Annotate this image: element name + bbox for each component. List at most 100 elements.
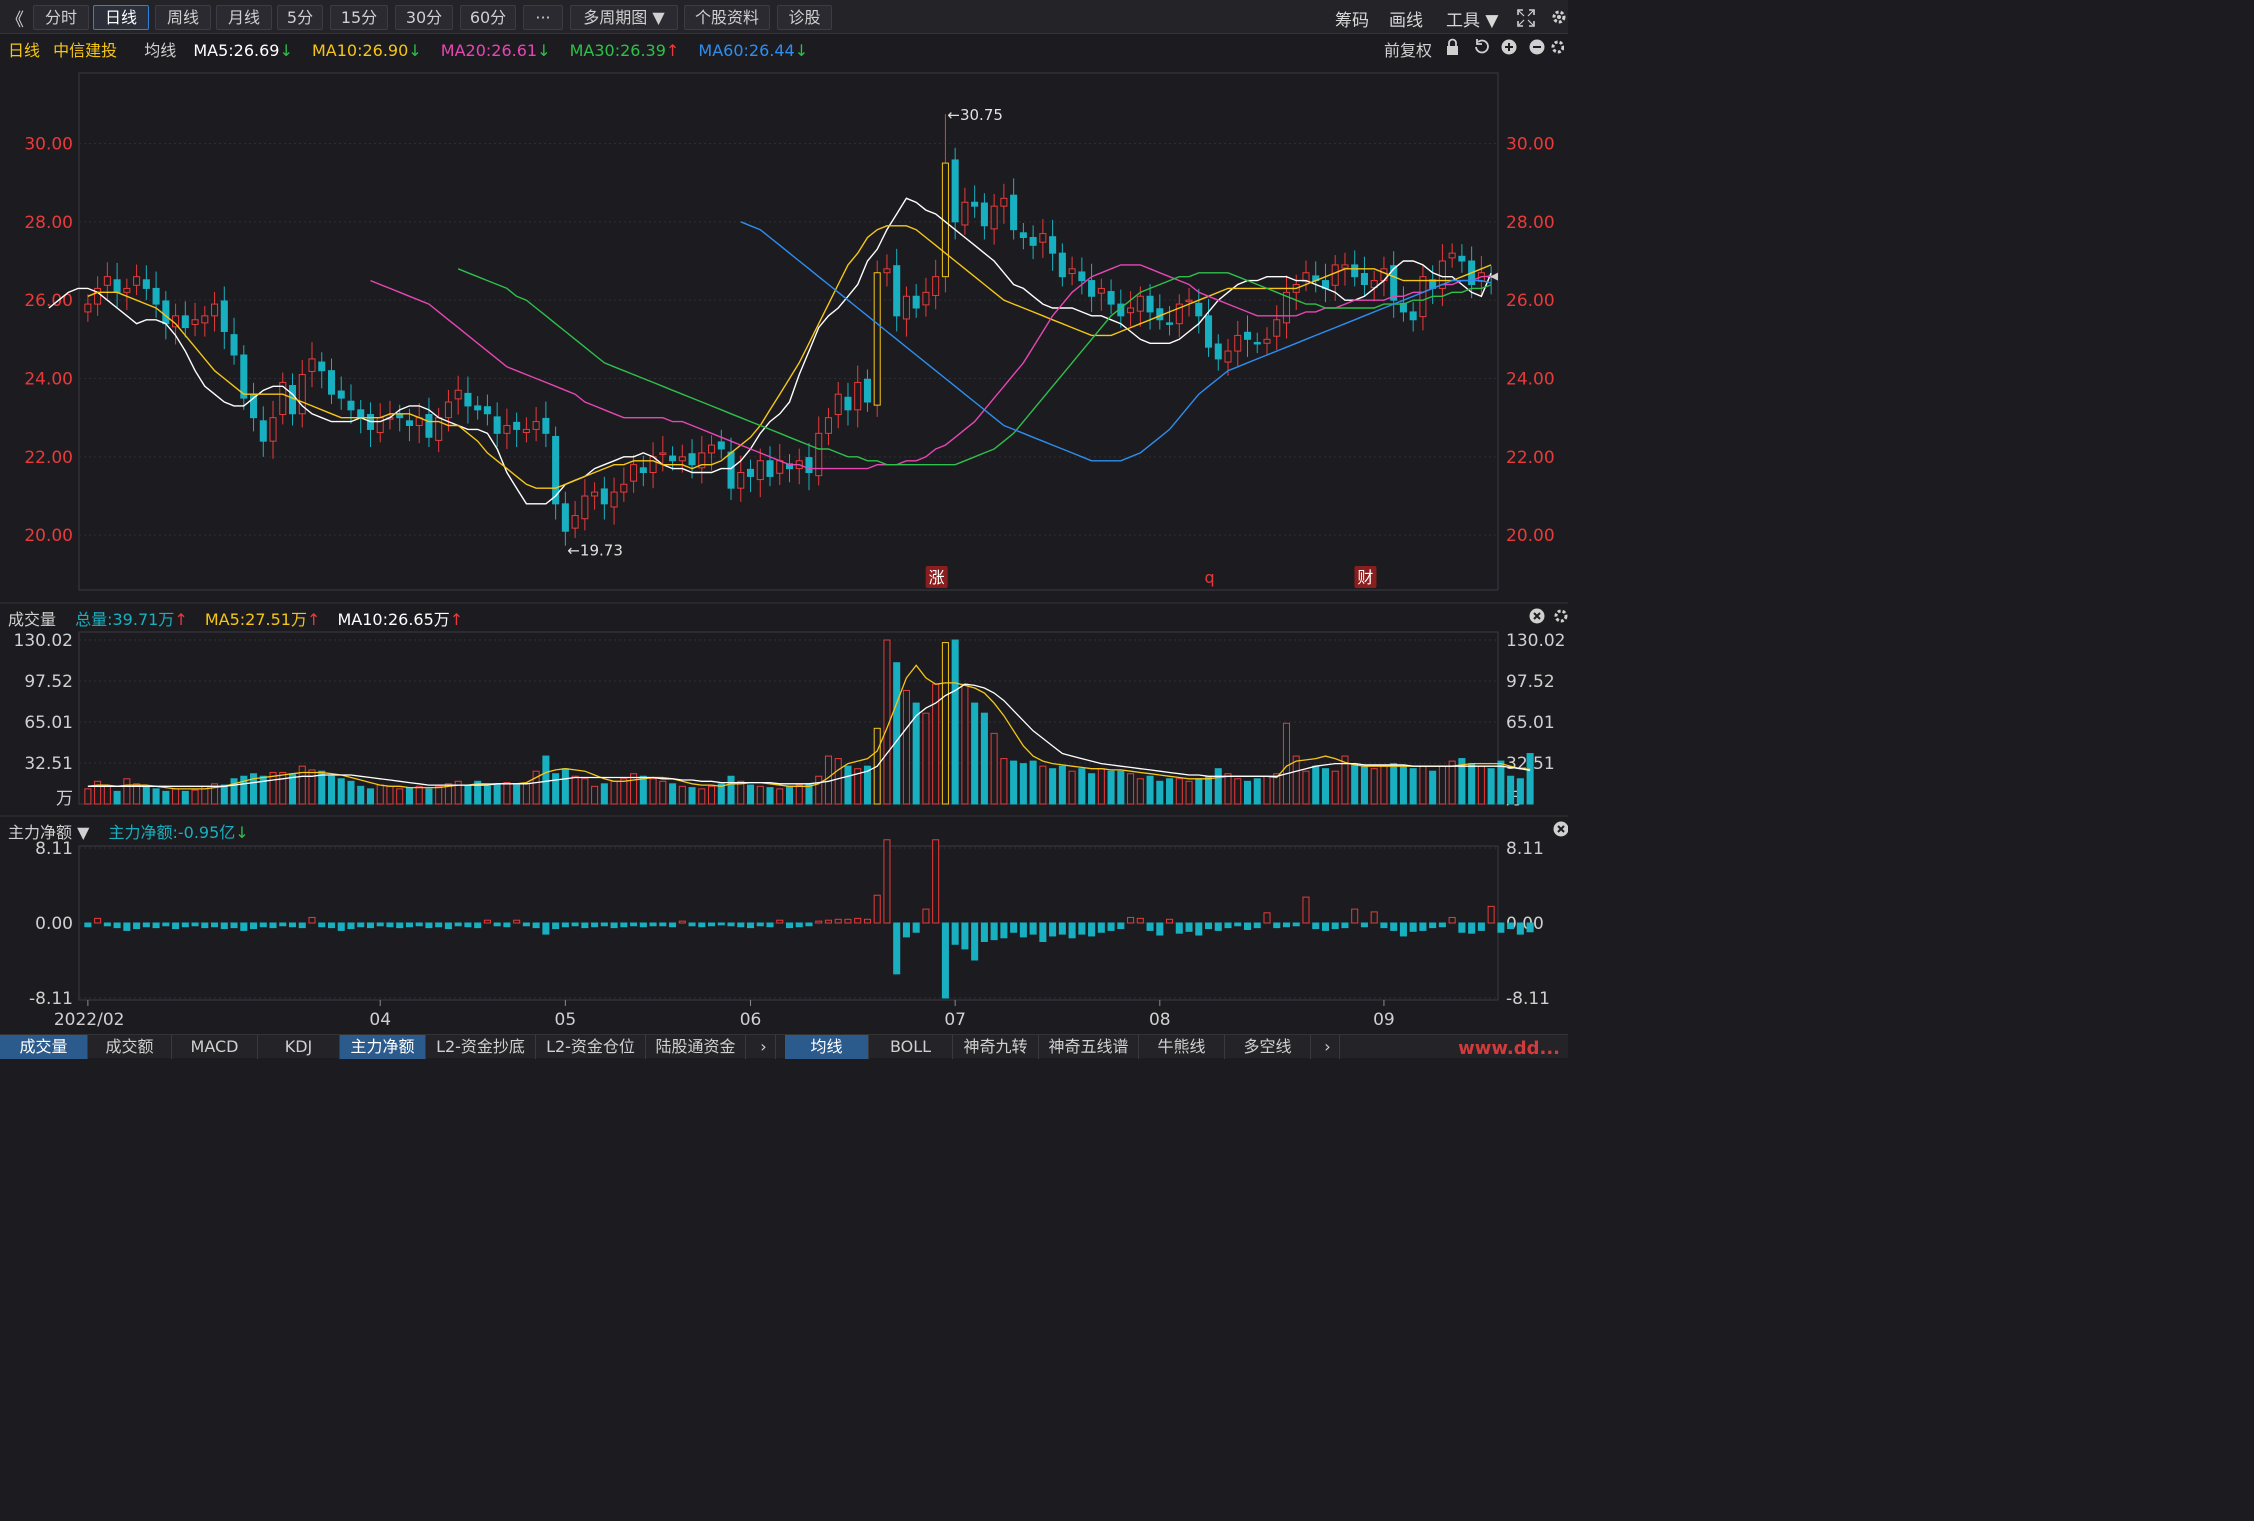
indicator-tab[interactable]: MACD	[172, 1035, 258, 1059]
flow-bar	[727, 922, 735, 927]
volume-y-tick: 65.01	[24, 713, 73, 733]
ma-label[interactable]: 均线	[144, 41, 177, 60]
gear-icon[interactable]	[1551, 40, 1564, 54]
volume-bar	[893, 662, 901, 805]
ma60-value: MA60:26.44	[698, 41, 795, 60]
indicator-tab[interactable]: L2-资金仓位	[536, 1035, 646, 1059]
indicator-tab[interactable]: 成交量	[0, 1035, 88, 1059]
lock-icon[interactable]	[1447, 38, 1458, 56]
indicator-tab[interactable]: 多空线	[1225, 1035, 1311, 1059]
volume-bar	[961, 683, 969, 805]
candle-body	[444, 401, 452, 419]
volume-bar	[493, 783, 501, 805]
volume-bar	[366, 788, 374, 805]
flow-bar	[425, 922, 433, 929]
y-tick-label: 26.00	[24, 291, 73, 311]
stock-chart[interactable]: 30.00 30.00 28.00 28.00 26.00 26.00 24.00 24.00…	[0, 0, 1568, 1034]
indicator-tab[interactable]: L2-资金抄底	[426, 1035, 536, 1059]
zoom-in-icon[interactable]	[1501, 39, 1517, 55]
toolbar-button[interactable]: 60分	[460, 5, 516, 30]
flow-bar	[863, 918, 871, 924]
volume-bar	[1010, 760, 1018, 805]
toolbar-button[interactable]: 多周期图 ▼	[570, 5, 678, 30]
flow-bar	[1273, 922, 1281, 929]
volume-bar	[610, 780, 618, 805]
volume-bar	[133, 783, 141, 805]
flow-bar	[444, 922, 452, 930]
toolbar-button[interactable]: ···	[523, 5, 563, 30]
close-icon[interactable]	[1553, 821, 1569, 837]
flow-bar	[152, 922, 160, 929]
expand-icon[interactable]	[1516, 8, 1536, 28]
flow-bar	[1049, 922, 1057, 937]
flow-bar	[1234, 922, 1242, 927]
toolbar-button[interactable]: 30分	[395, 5, 453, 30]
tools-dropdown[interactable]: 工具 ▼	[1446, 11, 1499, 31]
candle-body	[922, 291, 930, 306]
toolbar-button[interactable]: 月线	[216, 5, 272, 30]
candle-body	[259, 420, 267, 442]
chevron-right-icon[interactable]: ›	[1316, 1035, 1340, 1059]
indicator-tab[interactable]: BOLL	[869, 1035, 953, 1059]
adjust-dropdown[interactable]: 前复权	[1384, 41, 1433, 60]
indicator-tab[interactable]: 神奇九转	[953, 1035, 1039, 1059]
volume-y-tick: 万	[56, 789, 73, 809]
candle-body	[376, 417, 384, 434]
volume-bar	[1468, 763, 1476, 805]
flow-bar	[922, 908, 930, 924]
volume-bar	[639, 775, 647, 805]
indicator-tab[interactable]: 神奇五线谱	[1039, 1035, 1139, 1059]
indicator-tab[interactable]: 主力净额	[340, 1035, 426, 1059]
back-icon[interactable]: 《	[6, 10, 24, 31]
toolbar-button[interactable]: 诊股	[777, 5, 832, 30]
toolbar-button[interactable]: 个股资料	[684, 5, 770, 30]
indicator-tab[interactable]: 成交额	[88, 1035, 172, 1059]
candle-body	[1341, 264, 1349, 269]
undo-icon[interactable]	[1475, 39, 1489, 54]
volume-bar	[327, 775, 336, 805]
indicator-tab[interactable]: KDJ	[258, 1035, 340, 1059]
up-arrow-icon: ↑	[449, 610, 464, 629]
volume-bar	[483, 785, 491, 805]
volume-bar	[1487, 768, 1495, 805]
ma-line-ma60	[740, 221, 1492, 462]
indicator-tab[interactable]: 均线	[785, 1035, 869, 1059]
gear-icon[interactable]	[1554, 609, 1568, 623]
flow-bar	[474, 922, 482, 929]
flow-bar	[279, 922, 287, 927]
chips-button[interactable]: 筹码	[1335, 11, 1369, 31]
candle-body	[337, 390, 345, 399]
draw-line-button[interactable]: 画线	[1389, 11, 1423, 31]
flow-value: 主力净额:-0.95亿	[108, 823, 236, 842]
close-icon[interactable]	[1529, 608, 1545, 624]
indicator-tab[interactable]: 陆股通资金	[646, 1035, 746, 1059]
chevron-right-icon[interactable]: ›	[752, 1035, 776, 1059]
volume-y-tick: 130.02	[14, 631, 73, 651]
toolbar-button[interactable]: 分时	[33, 5, 89, 30]
candle-body	[1175, 303, 1183, 325]
flow-bar	[181, 922, 189, 928]
volume-bar	[581, 778, 589, 805]
zoom-out-icon[interactable]	[1529, 39, 1545, 55]
flow-bar	[639, 922, 647, 928]
candle-body	[269, 417, 277, 442]
flow-bar	[571, 922, 579, 927]
gear-icon[interactable]	[1550, 8, 1568, 26]
volume-bar	[240, 775, 248, 805]
ma30-value: MA30:26.39	[569, 41, 666, 60]
toolbar-button[interactable]: 15分	[330, 5, 388, 30]
toolbar-button[interactable]: 日线	[93, 5, 149, 30]
indicator-tab[interactable]: 牛熊线	[1139, 1035, 1225, 1059]
toolbar-button[interactable]: 周线	[155, 5, 211, 30]
candle-body	[571, 515, 579, 529]
x-tick-label: 2022/02	[54, 1010, 125, 1030]
event-badge-zhang: 涨	[929, 568, 945, 587]
volume-bar	[1458, 758, 1466, 805]
candle-body	[142, 279, 150, 289]
volume-bar	[211, 783, 219, 805]
volume-bar	[561, 768, 569, 805]
volume-bar	[678, 785, 686, 805]
volume-bar	[951, 639, 959, 805]
toolbar-button[interactable]: 5分	[277, 5, 323, 30]
flow-indicator-dropdown[interactable]: 主力净额 ▼	[8, 823, 90, 842]
